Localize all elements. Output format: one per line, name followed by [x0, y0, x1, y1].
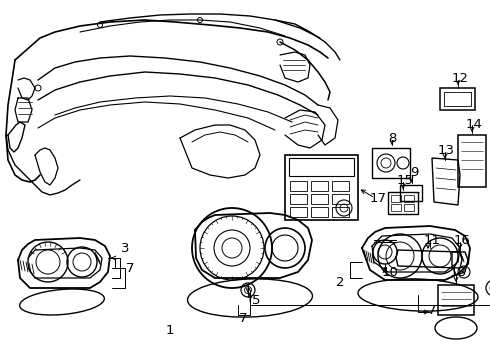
Text: 14: 14 [466, 117, 483, 130]
Text: 13: 13 [438, 144, 455, 157]
Bar [332, 181, 349, 191]
Bar [290, 194, 307, 204]
Bar [444, 92, 471, 106]
Bar [372, 148, 410, 178]
Text: 10: 10 [382, 266, 398, 279]
Bar [404, 195, 414, 202]
Bar [438, 285, 474, 315]
Text: 7: 7 [239, 311, 247, 324]
Bar [332, 207, 349, 217]
Text: 1: 1 [166, 324, 174, 337]
Bar [311, 194, 328, 204]
Text: 16: 16 [454, 234, 470, 247]
Bar [290, 207, 307, 217]
Bar [311, 207, 328, 217]
Bar [332, 194, 349, 204]
Bar [400, 185, 422, 201]
Bar [311, 181, 328, 191]
Text: 5: 5 [252, 293, 260, 306]
Bar [289, 158, 354, 176]
Text: 12: 12 [451, 72, 468, 85]
Text: 3: 3 [121, 242, 129, 255]
Text: 9: 9 [410, 166, 418, 179]
Text: 2: 2 [336, 275, 344, 288]
Text: 17: 17 [369, 192, 387, 204]
Bar [290, 181, 307, 191]
Text: 15: 15 [396, 174, 414, 186]
Text: 7: 7 [126, 261, 134, 274]
Bar [458, 135, 486, 187]
Bar [388, 192, 418, 214]
Text: 11: 11 [423, 234, 441, 247]
Bar [391, 195, 401, 202]
Bar [440, 88, 475, 110]
Text: 8: 8 [388, 131, 396, 144]
Text: 18: 18 [449, 266, 466, 279]
Bar [404, 204, 414, 211]
Text: 7: 7 [428, 303, 436, 316]
Bar [391, 204, 401, 211]
